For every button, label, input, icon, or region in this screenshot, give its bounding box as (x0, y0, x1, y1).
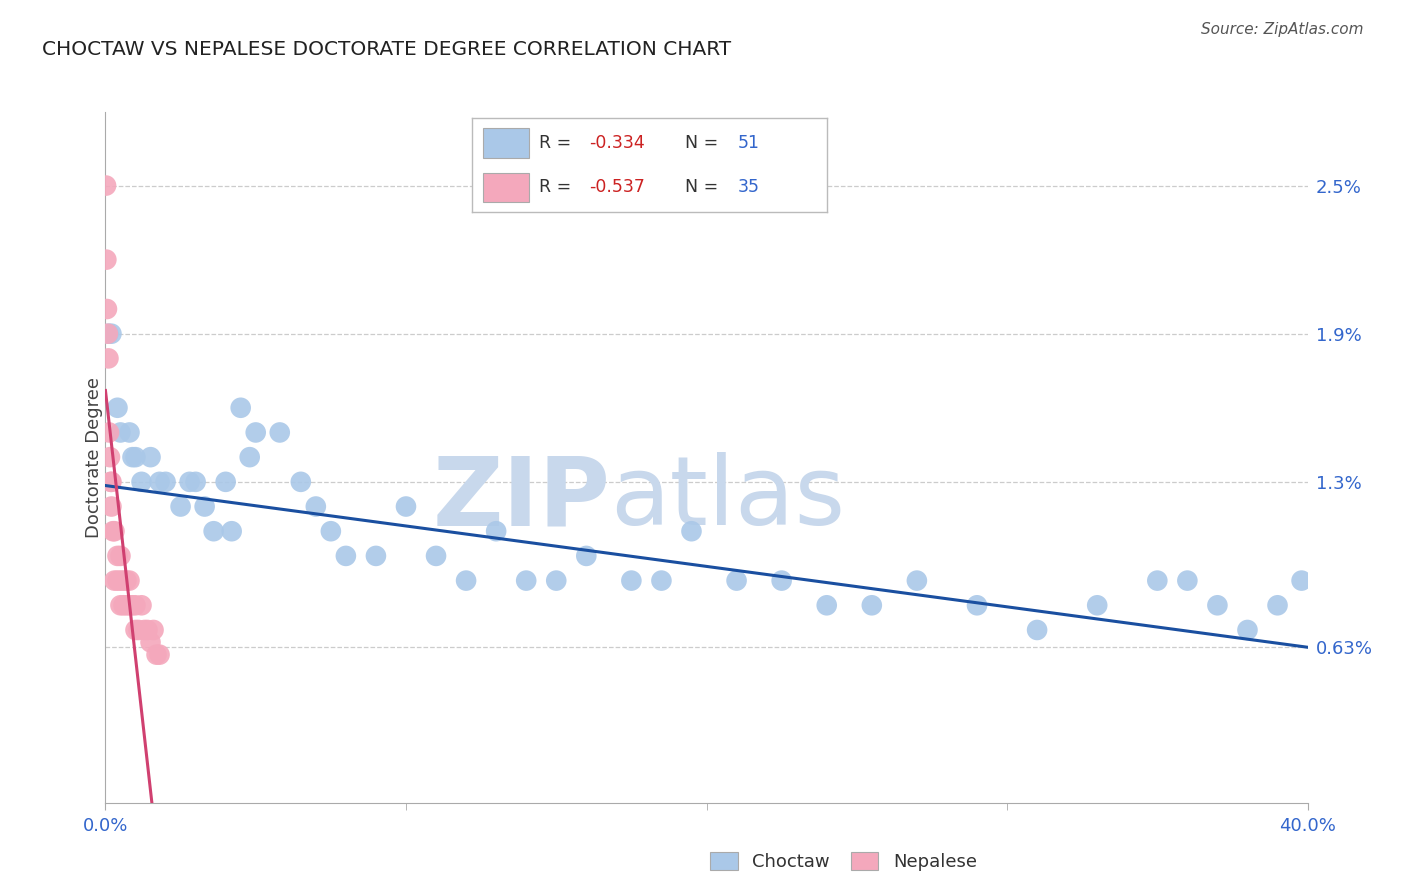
Point (145, 648, 167, 662)
Point (860, 599, 883, 613)
Point (1026, 623, 1049, 637)
Point (395, 500, 418, 514)
Point (229, 401, 252, 415)
Point (110, 549, 132, 563)
Point (98, 425, 121, 440)
Point (650, 574, 672, 588)
Point (94, 178, 117, 193)
Point (110, 425, 132, 440)
Point (142, 623, 165, 637)
Point (124, 450, 146, 465)
Point (290, 475, 312, 489)
Point (96, 301, 118, 316)
Point (515, 574, 537, 588)
Point (100, 326, 122, 341)
Point (103, 574, 125, 588)
Point (131, 599, 153, 613)
Point (1175, 574, 1198, 588)
Point (115, 599, 138, 613)
Point (112, 574, 135, 588)
Point (134, 623, 156, 637)
Point (221, 524, 243, 539)
Point (1291, 574, 1313, 588)
Point (1206, 599, 1229, 613)
Point (121, 599, 143, 613)
Point (620, 574, 643, 588)
Point (319, 524, 342, 539)
Point (98, 450, 121, 465)
Point (110, 599, 132, 613)
Point (118, 599, 141, 613)
Point (364, 549, 387, 563)
Point (454, 574, 477, 588)
Point (305, 500, 328, 514)
Point (100, 475, 122, 489)
Point (97, 326, 120, 341)
Point (124, 599, 146, 613)
Point (725, 574, 748, 588)
Point (194, 500, 217, 514)
Point (1267, 599, 1289, 613)
Point (155, 475, 177, 489)
Text: atlas: atlas (610, 452, 845, 545)
Point (239, 450, 262, 465)
Point (97, 351, 120, 366)
Point (136, 623, 159, 637)
Point (269, 425, 291, 440)
Y-axis label: Doctorate Degree: Doctorate Degree (86, 376, 103, 538)
Point (100, 475, 122, 489)
Text: Source: ZipAtlas.com: Source: ZipAtlas.com (1201, 22, 1364, 37)
Point (184, 475, 207, 489)
Point (128, 623, 150, 637)
Point (124, 623, 146, 637)
Point (681, 524, 703, 539)
Point (115, 574, 138, 588)
Point (815, 599, 838, 613)
Point (112, 599, 135, 613)
Point (131, 475, 153, 489)
Legend: Choctaw, Nepalese: Choctaw, Nepalese (703, 845, 984, 879)
Point (107, 549, 129, 563)
Point (966, 599, 988, 613)
Point (148, 475, 170, 489)
Point (169, 500, 191, 514)
Point (107, 574, 129, 588)
Point (139, 450, 162, 465)
Point (179, 475, 201, 489)
Point (1146, 574, 1168, 588)
Point (245, 425, 267, 440)
Point (97, 326, 120, 341)
Point (214, 475, 236, 489)
Point (148, 648, 170, 662)
Point (139, 635, 162, 649)
Point (107, 401, 129, 415)
Point (101, 524, 124, 539)
Point (575, 549, 598, 563)
Point (485, 524, 508, 539)
Point (1085, 599, 1108, 613)
Point (118, 574, 141, 588)
Point (905, 574, 928, 588)
Point (202, 524, 225, 539)
Point (546, 574, 568, 588)
Point (121, 450, 143, 465)
Text: CHOCTAW VS NEPALESE DOCTORATE DEGREE CORRELATION CHART: CHOCTAW VS NEPALESE DOCTORATE DEGREE COR… (42, 40, 731, 59)
Point (118, 425, 141, 440)
Point (100, 500, 122, 514)
Point (770, 574, 793, 588)
Point (110, 574, 132, 588)
Point (96, 252, 118, 267)
Point (103, 524, 125, 539)
Point (335, 549, 357, 563)
Point (1236, 623, 1258, 637)
Point (425, 549, 447, 563)
Text: ZIP: ZIP (433, 452, 610, 545)
